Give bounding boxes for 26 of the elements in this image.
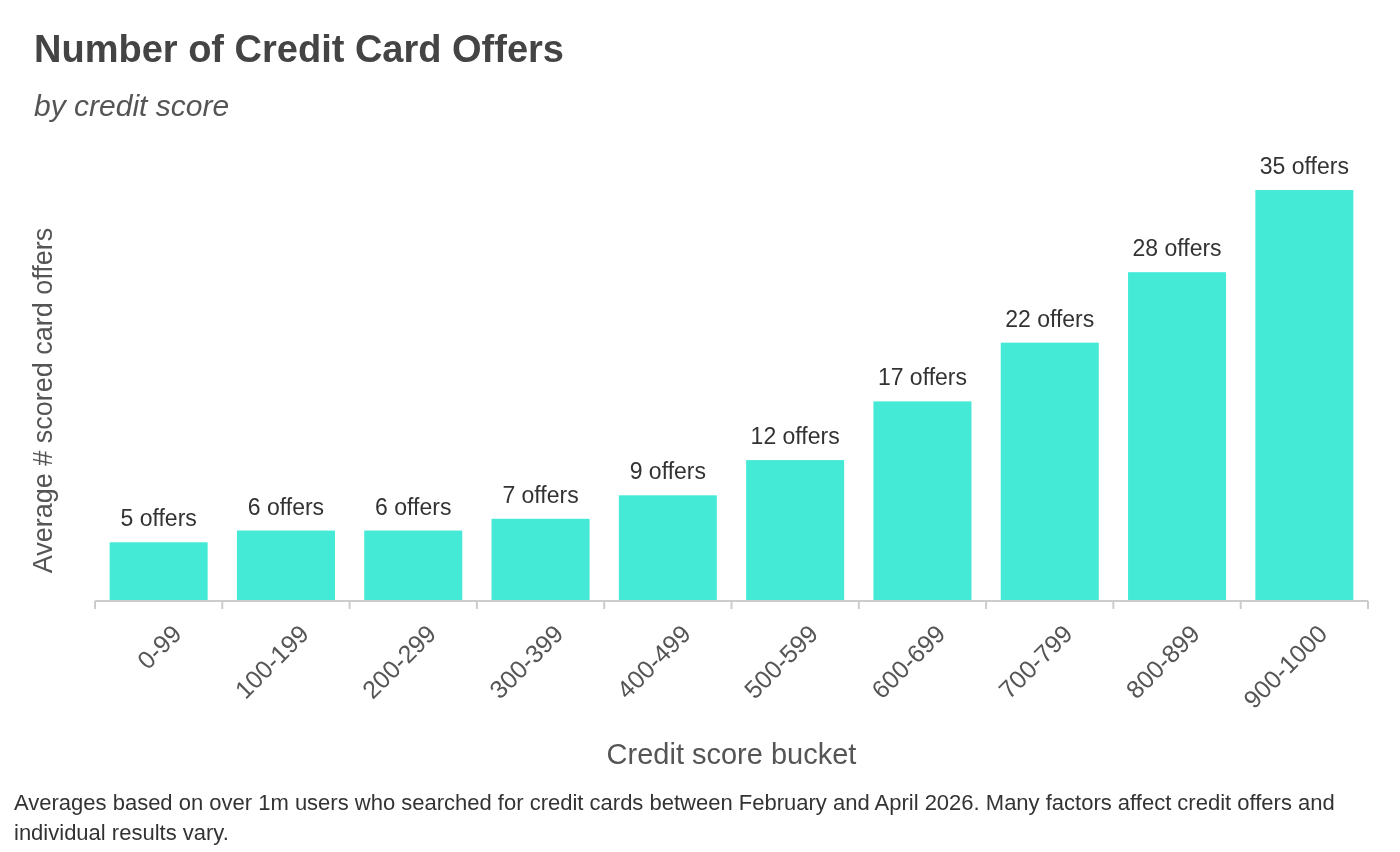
data-label: 22 offers — [1005, 305, 1095, 332]
data-label: 12 offers — [750, 423, 840, 450]
data-label: 5 offers — [120, 505, 197, 532]
bar — [1000, 342, 1099, 601]
data-label: 28 offers — [1132, 235, 1222, 262]
bar — [1128, 272, 1227, 601]
chart-title: Number of Credit Card Offers — [34, 28, 564, 70]
data-label: 9 offers — [629, 458, 706, 485]
chart-subtitle: by credit score — [34, 89, 230, 122]
bar — [364, 530, 463, 601]
data-label: 17 offers — [877, 364, 967, 391]
data-label: 6 offers — [247, 493, 325, 520]
data-label: 6 offers — [375, 493, 452, 520]
bar — [236, 530, 335, 601]
bar — [873, 401, 972, 601]
bar — [109, 542, 208, 601]
data-label: 7 offers — [502, 481, 579, 508]
bar — [1255, 190, 1354, 601]
bar — [746, 460, 845, 601]
y-axis-title: Average # scored card offers — [28, 227, 58, 574]
x-tick-label: 0-99 — [131, 619, 187, 675]
data-label: 35 offers — [1259, 153, 1349, 179]
bar — [491, 518, 590, 601]
bar — [618, 495, 717, 601]
text: Averages based on over 1m users who searched for credit cards between February and April 2026. Many factors affect credit offers and individual results vary. — [14, 789, 1336, 847]
x-axis-title: Credit score bucket — [606, 738, 857, 770]
